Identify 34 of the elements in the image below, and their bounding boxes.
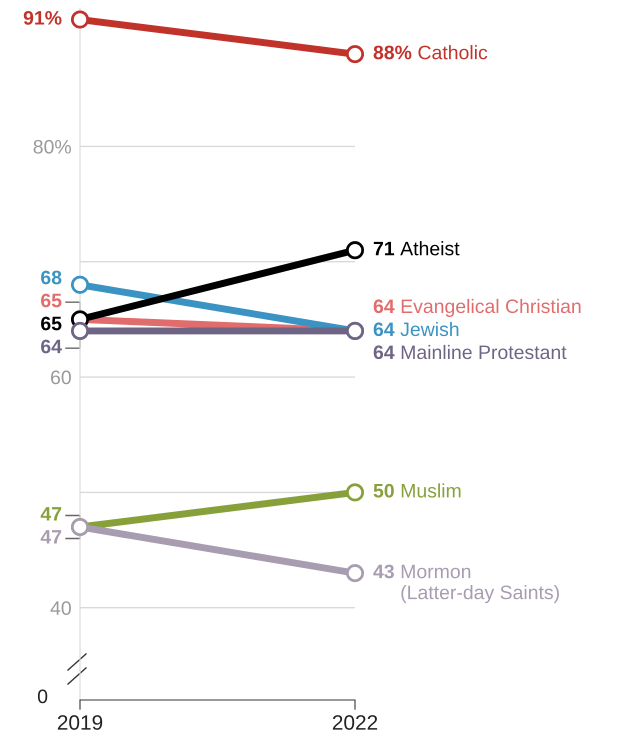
data-label: 88% (374, 46, 412, 60)
point (346, 564, 364, 582)
data-label: 64 (374, 345, 395, 360)
data-label: 50 (374, 484, 394, 498)
series-label: Jewish (400, 322, 458, 336)
data-label: 64 (374, 322, 395, 336)
text: Muslim (402, 483, 460, 498)
y-tick-label: 40 (50, 601, 71, 615)
data-label: 47 (40, 530, 62, 544)
data-label: 71 (374, 242, 394, 256)
x-tick-label: 2019 (58, 715, 102, 730)
point (346, 241, 364, 260)
data-label: 47 (40, 507, 62, 521)
text: Evangelical Christian (402, 298, 580, 317)
y-tick-label: 60 (51, 370, 71, 384)
text: Mainline Protestant (402, 344, 566, 360)
text: Catholic (418, 45, 488, 60)
text: Mormon (Latter-day Saints) (401, 564, 559, 604)
y-tick-label: 80% (34, 140, 71, 154)
data-label: 65 (41, 294, 62, 308)
point (70, 276, 90, 294)
point (346, 483, 364, 502)
data-label: 65 (41, 316, 62, 330)
series-label: Atheist (400, 241, 460, 256)
data-label: 43 (373, 564, 394, 578)
data-label: 68 (41, 270, 62, 284)
point (346, 45, 364, 64)
point (70, 10, 90, 29)
point (70, 322, 90, 340)
data-label: 91% (24, 10, 62, 25)
x-tick-label: 2022 (332, 715, 378, 730)
data-label: 64 (41, 340, 62, 354)
data-label: 64 (374, 299, 395, 314)
annotation: 0 (38, 689, 48, 704)
